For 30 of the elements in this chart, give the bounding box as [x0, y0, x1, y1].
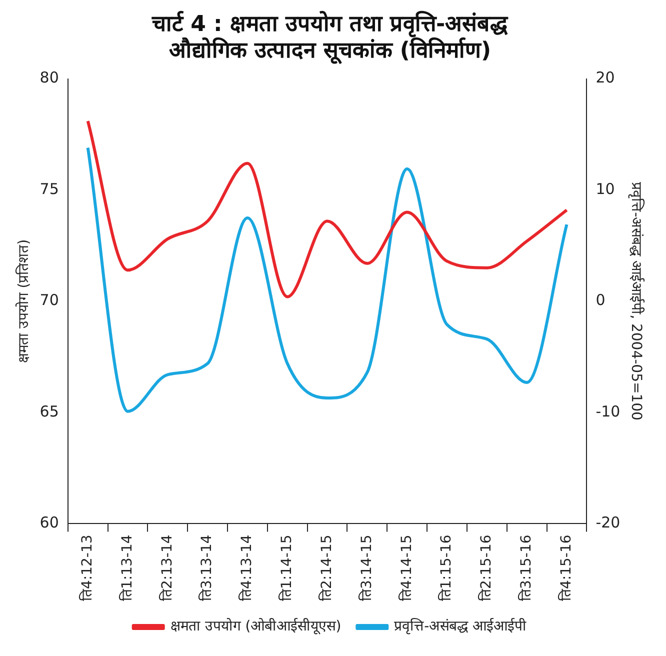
y-tick-label: 60: [40, 514, 59, 532]
x-tick-label: ति1:15-16: [438, 534, 455, 602]
x-tick-label: ति2:15-16: [478, 534, 495, 602]
line-series: [86, 120, 568, 298]
y-tick-label: 65: [40, 402, 59, 420]
x-tick-label: ति4:15-16: [557, 534, 574, 602]
x-tick-label: ति4:13-14: [238, 534, 256, 602]
x-tick-label: ति1:14-15: [278, 534, 296, 602]
y-tick-label: 70: [40, 291, 59, 310]
x-tick-label: ति3:14-15: [358, 534, 375, 602]
y2-axis-title: प्रवृत्ति-असंबद्ध आईआईपी, 2004-05=100: [628, 182, 645, 420]
x-tick-label: ति2:13-14: [158, 534, 176, 602]
y2-tick-label: -20: [596, 514, 620, 532]
y2-tick-label: -10: [596, 402, 620, 420]
x-tick-label: ति3:15-16: [517, 534, 534, 602]
legend-label: प्रवृत्ति-असंबद्ध आईआईपी: [394, 618, 527, 635]
y2-tick-label: 10: [596, 180, 615, 198]
x-tick-label: ति2:14-15: [318, 534, 335, 602]
y2-tick-label: 20: [596, 68, 615, 87]
y-tick-label: 75: [40, 180, 59, 198]
y-axis-title: क्षमता उपयोग (प्रतिशत): [15, 239, 32, 364]
legend-label: क्षमता उपयोग (ओबीआईसीयूएस): [170, 618, 342, 635]
x-tick-label: ति4:12-13: [78, 534, 96, 602]
x-tick-label: ति4:14-15: [398, 534, 415, 602]
x-tick-label: ति1:13-14: [118, 534, 136, 602]
x-tick-label: ति3:13-14: [198, 534, 216, 602]
y-tick-label: 80: [40, 68, 59, 87]
chart-title: चार्ट 4 : क्षमता उपयोग तथा प्रवृत्ति-असंबद्ध औद्योगिक उत्पादन सूचकांक (विनिर्माण): [150, 10, 510, 64]
line-series: [86, 146, 568, 413]
y2-tick-label: 0: [596, 291, 606, 310]
